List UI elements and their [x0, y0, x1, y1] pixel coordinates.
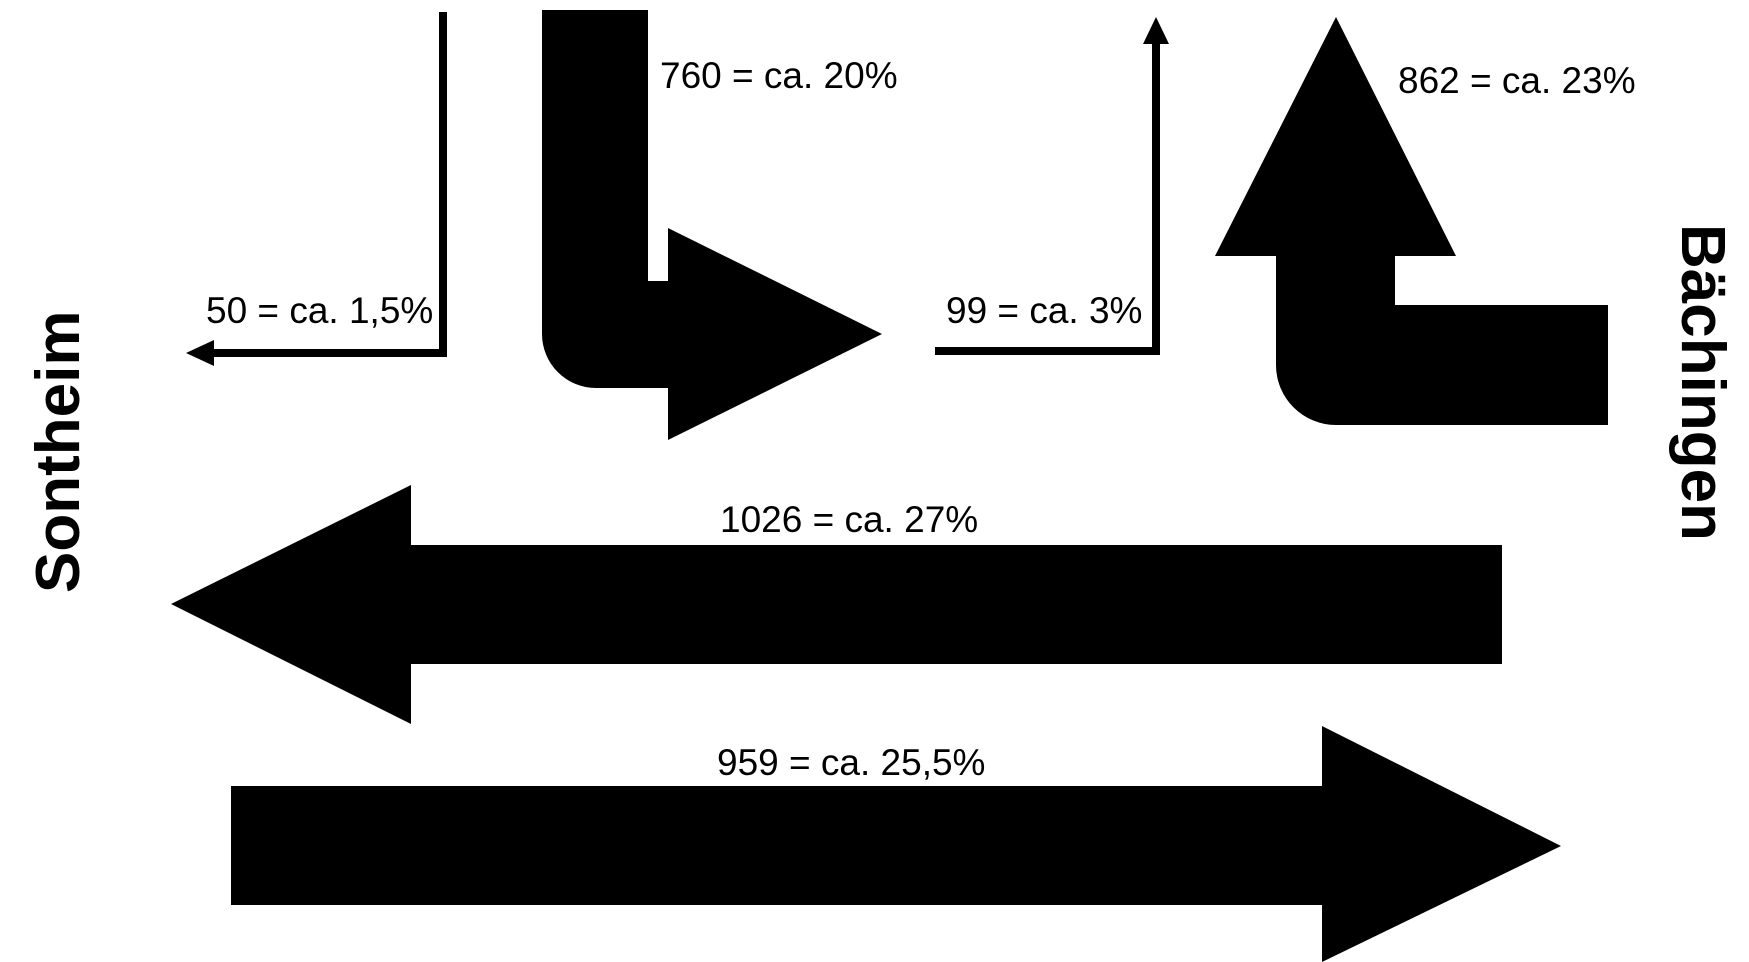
- arrow-west-to-east: [231, 726, 1561, 962]
- arrow-north-to-east: [542, 10, 882, 440]
- place-label-baechingen: Bächingen: [1668, 224, 1737, 541]
- label-north-to-west: 50 = ca. 1,5%: [206, 290, 433, 331]
- arrow-west-to-north: [935, 17, 1169, 355]
- label-east-to-north: 862 = ca. 23%: [1398, 60, 1636, 101]
- label-north-to-east: 760 = ca. 20%: [660, 55, 898, 96]
- arrow-east-to-west: [171, 485, 1502, 724]
- label-west-to-east: 959 = ca. 25,5%: [717, 742, 985, 783]
- arrow-east-to-north: [1215, 17, 1608, 425]
- label-east-to-west: 1026 = ca. 27%: [720, 499, 978, 540]
- place-label-sontheim: Sontheim: [24, 311, 93, 593]
- arrow-north-to-west: [186, 12, 447, 366]
- label-west-to-north: 99 = ca. 3%: [946, 290, 1142, 331]
